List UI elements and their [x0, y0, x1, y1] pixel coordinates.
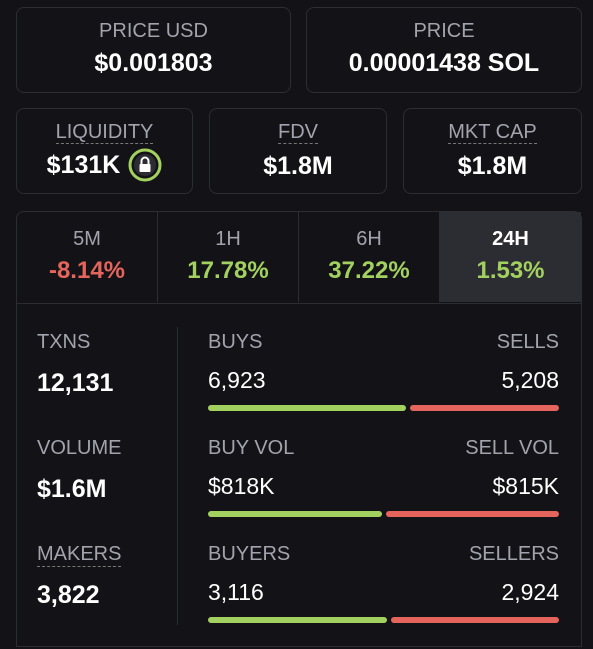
buy-value: 6,923 [208, 367, 266, 393]
price-change: 1.53% [476, 257, 545, 284]
timeframe-tabs: 5M -8.14% 1H 17.78% 6H 37.22% 24H 1.53% [17, 212, 581, 304]
buy-value: $818K [208, 473, 275, 499]
value: $1.8M [457, 152, 528, 180]
buy-bar [208, 617, 388, 623]
sell-bar [410, 405, 559, 411]
value: $131K [46, 150, 121, 179]
buy-label: BUYS [208, 331, 263, 353]
timeframe-label: 6H [356, 228, 382, 250]
label: PRICE [413, 20, 475, 42]
price-change: 37.22% [328, 257, 410, 284]
stat-value: 12,131 [37, 369, 114, 397]
stat-row: VOLUME $1.6M BUY VOL SELL VOL $818K $815K [17, 437, 582, 543]
mkt-cap-card: MKT CAP $1.8M [403, 108, 582, 194]
price-change: -8.14% [48, 257, 126, 284]
liquidity-card: LIQUIDITY $131K [16, 108, 193, 194]
sell-label: SELLERS [468, 543, 559, 565]
label: PRICE USD [99, 20, 208, 42]
sell-label: SELLS [496, 331, 559, 353]
label: FDV [278, 121, 318, 144]
value: 0.00001438 SOL [348, 49, 540, 77]
stat-label: MAKERS [37, 543, 122, 567]
timeframe-label: 1H [215, 228, 241, 250]
timeframe-tab[interactable]: 1H 17.78% [158, 212, 299, 302]
stat-label: TXNS [37, 331, 91, 353]
ratio-bar [208, 511, 559, 517]
timeframe-tab[interactable]: 5M -8.14% [17, 212, 158, 302]
stats-card: 5M -8.14% 1H 17.78% 6H 37.22% 24H 1.53% TXNS 12,… [16, 211, 582, 647]
stat-label: VOLUME [37, 437, 122, 459]
price-usd-card: PRICE USD $0.001803 [16, 7, 291, 93]
label: LIQUIDITY [55, 121, 154, 144]
stat-row: MAKERS 3,822 BUYERS SELLERS 3,116 2,924 [17, 543, 582, 649]
stat-row: TXNS 12,131 BUYS SELLS 6,923 5,208 [17, 331, 582, 437]
timeframe-tab[interactable]: 6H 37.22% [299, 212, 440, 302]
buy-value: 3,116 [208, 579, 264, 605]
stat-value: 3,822 [37, 581, 100, 609]
price-card: PRICE 0.00001438 SOL [306, 7, 582, 93]
ratio-bar [208, 405, 559, 411]
timeframe-label: 24H [492, 228, 529, 250]
sell-bar [385, 511, 559, 517]
label: MKT CAP [448, 121, 537, 144]
timeframe-tab[interactable]: 24H 1.53% [440, 212, 581, 302]
buy-label: BUYERS [208, 543, 291, 565]
buy-bar [208, 511, 382, 517]
timeframe-label: 5M [73, 228, 101, 250]
ratio-bar [208, 617, 559, 623]
buy-bar [208, 405, 407, 411]
sell-value: 5,208 [501, 367, 559, 393]
value: $0.001803 [94, 49, 213, 77]
fdv-card: FDV $1.8M [209, 108, 387, 194]
stat-value: $1.6M [37, 475, 107, 503]
sell-value: 2,924 [501, 579, 559, 605]
divider [177, 327, 178, 625]
lock-icon [128, 148, 162, 182]
buy-label: BUY VOL [208, 437, 295, 459]
sell-value: $815K [492, 473, 559, 499]
price-change: 17.78% [187, 257, 269, 284]
sell-label: SELL VOL [465, 437, 559, 459]
value: $1.8M [263, 152, 333, 180]
sell-bar [391, 617, 559, 623]
